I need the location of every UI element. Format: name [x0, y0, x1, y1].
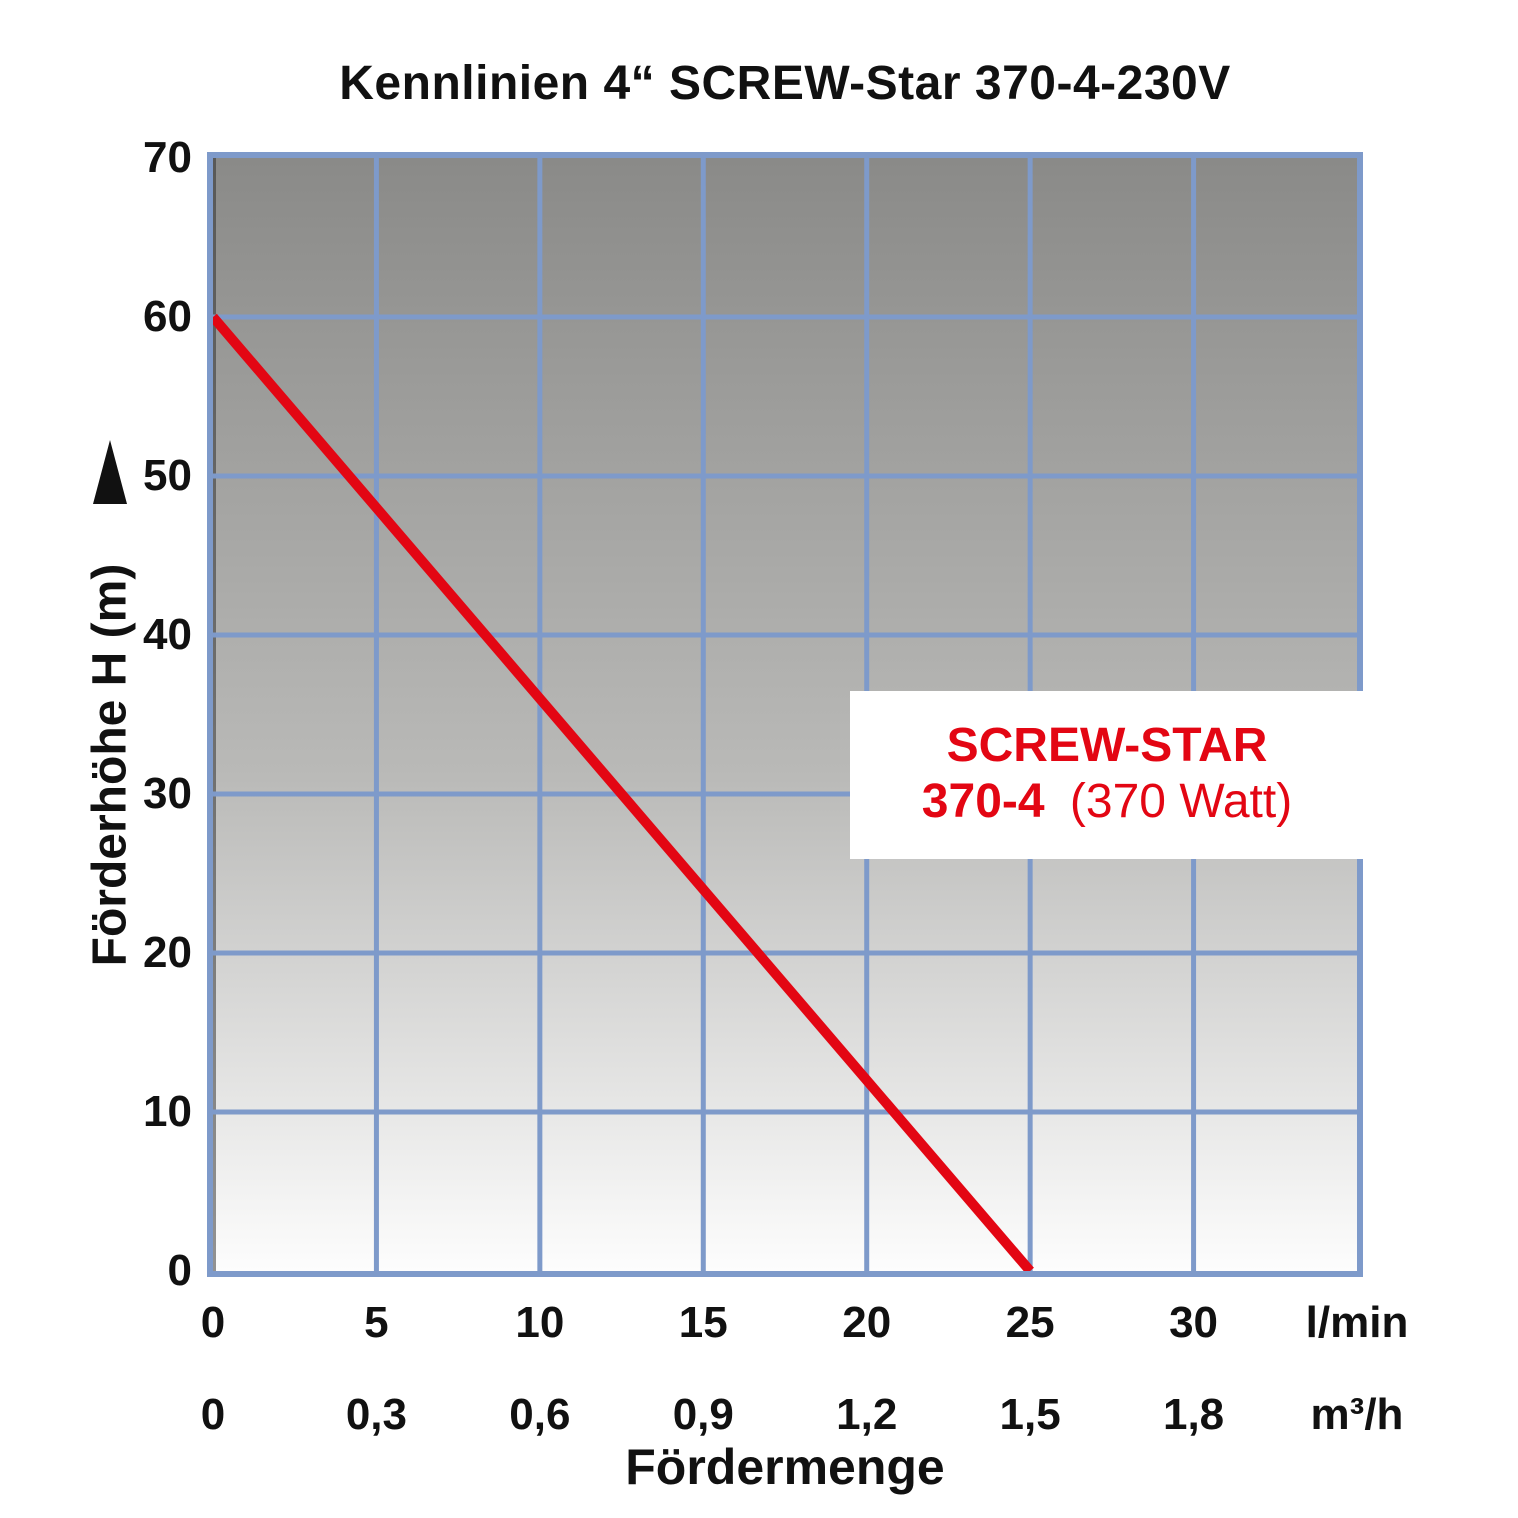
x-lmin-tick-label-5: 5	[364, 1298, 389, 1347]
y-tick-label-70: 70	[143, 133, 192, 182]
chart-title: Kennlinien 4“ SCREW-Star 370-4-230V	[339, 57, 1231, 110]
x-m3h-tick-label-1,8: 1,8	[1162, 1390, 1225, 1439]
x-lmin-tick-label-20: 20	[842, 1298, 892, 1347]
series-model-number: 370-4	[921, 775, 1045, 828]
y-tick-label-40: 40	[143, 610, 192, 659]
x-lmin-unit-label: l/min	[1305, 1298, 1409, 1347]
x-m3h-tick-label-0,9: 0,9	[672, 1390, 734, 1439]
y-tick-label-30: 30	[143, 769, 192, 818]
series-curve-0	[213, 313, 1034, 1271]
y-tick-label-20: 20	[143, 928, 192, 977]
plot-area: SCREW-STAR 370-4 (370 Watt)	[207, 152, 1364, 1277]
series-annotation-box: SCREW-STAR 370-4 (370 Watt)	[850, 691, 1364, 859]
series-wattage: (370 Watt)	[1069, 775, 1293, 828]
y-tick-label-60: 60	[143, 292, 192, 341]
series-name-line2: 370-4 (370 Watt)	[922, 773, 1292, 831]
x-m3h-tick-label-0,6: 0,6	[509, 1390, 571, 1439]
x-axis-title: Fördermenge	[625, 1439, 945, 1495]
x-m3h-tick-label-1,5: 1,5	[999, 1390, 1061, 1439]
x-m3h-tick-label-0,3: 0,3	[345, 1390, 408, 1439]
x-m3h-tick-label-1,2: 1,2	[836, 1390, 898, 1439]
x-lmin-tick-label-30: 30	[1169, 1298, 1219, 1347]
x-m3h-unit-label: m³/h	[1310, 1390, 1404, 1439]
x-lmin-tick-label-10: 10	[515, 1298, 565, 1347]
x-lmin-tick-label-0: 0	[200, 1298, 226, 1347]
x-m3h-tick-label-0: 0	[200, 1390, 226, 1439]
x-lmin-tick-label-15: 15	[678, 1298, 728, 1347]
y-tick-label-0: 0	[167, 1246, 192, 1295]
up-arrow-icon	[93, 440, 127, 504]
y-tick-label-10: 10	[143, 1087, 192, 1136]
x-lmin-tick-label-25: 25	[1005, 1298, 1055, 1347]
y-tick-label-50: 50	[143, 451, 192, 500]
series-name-line1: SCREW-STAR	[946, 719, 1268, 772]
